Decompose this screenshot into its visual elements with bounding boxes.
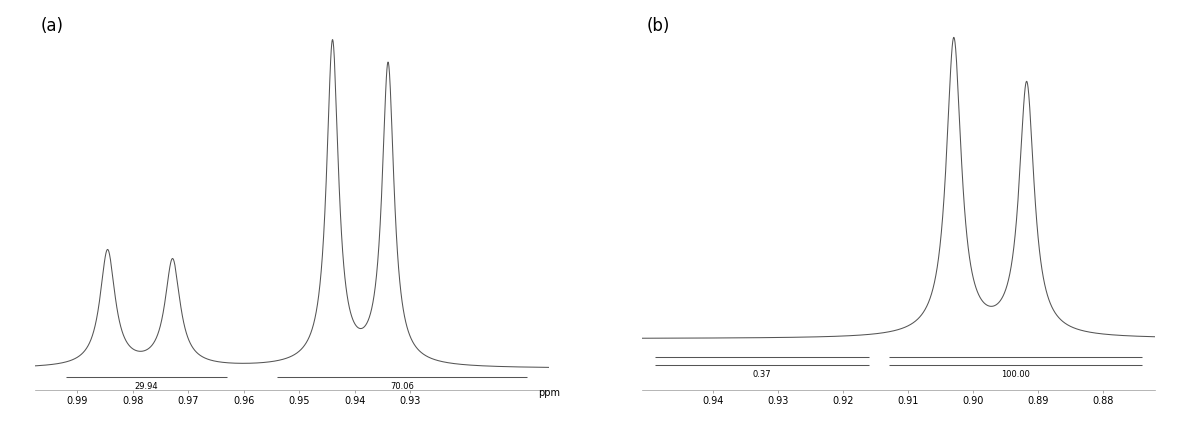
Text: (a): (a) (40, 17, 64, 35)
Text: 100.00: 100.00 (1001, 369, 1030, 379)
Text: (b): (b) (647, 17, 670, 35)
Text: 29.94: 29.94 (134, 382, 158, 391)
Text: 70.06: 70.06 (390, 382, 414, 391)
Text: ppm: ppm (538, 388, 560, 397)
Text: 0.37: 0.37 (752, 369, 771, 379)
